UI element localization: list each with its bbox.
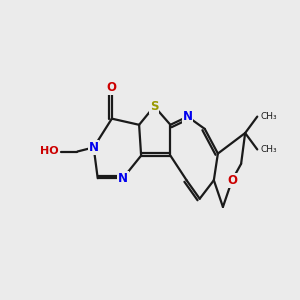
Text: S: S [150,100,158,113]
Text: O: O [107,81,117,94]
Text: HO: HO [40,146,59,157]
Text: CH₃: CH₃ [260,112,277,121]
Text: CH₃: CH₃ [260,145,277,154]
Text: O: O [227,174,237,187]
Text: N: N [118,172,128,185]
Text: N: N [183,110,193,123]
Text: N: N [89,141,99,154]
